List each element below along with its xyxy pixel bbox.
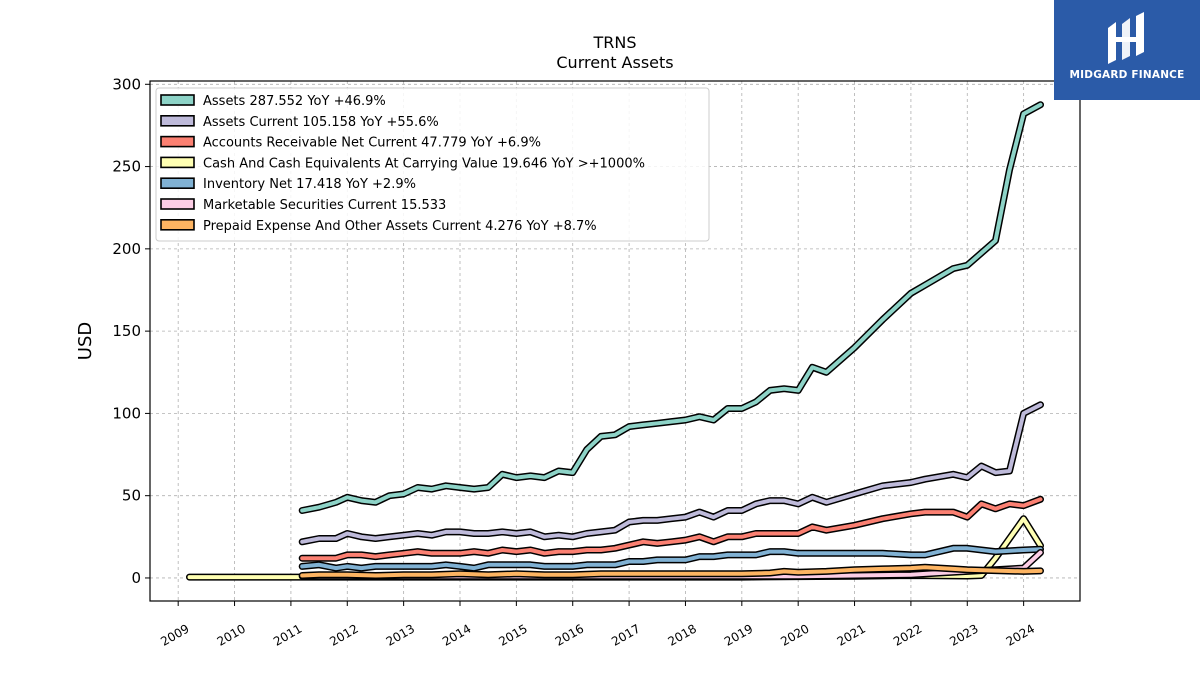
series-line-outline [298, 401, 1044, 546]
legend-entry: Marketable Securities Current 15.533 [203, 198, 446, 213]
x-tick-label: 2019 [722, 621, 755, 648]
legend-swatch [160, 177, 195, 189]
x-tick-label: 2021 [835, 621, 868, 648]
legend-swatch [160, 135, 195, 148]
legend-swatch [160, 115, 195, 127]
x-tick-label: 2023 [947, 621, 980, 648]
x-tick-label: 2009 [158, 621, 191, 648]
x-tick-label: 2012 [327, 621, 360, 648]
legend-entry: Cash And Cash Equivalents At Carrying Va… [203, 156, 645, 171]
legend-entry: Assets Current 105.158 YoY +55.6% [203, 115, 439, 130]
series-line-fill [300, 402, 1043, 544]
legend-entry: Accounts Receivable Net Current 47.779 Y… [203, 136, 541, 151]
series-line-outline [298, 495, 1044, 562]
y-tick-label: 200 [112, 240, 141, 258]
legend-entry: Prepaid Expense And Other Assets Current… [203, 219, 597, 234]
series-line [298, 563, 1044, 579]
legend-swatch [160, 94, 195, 106]
series-line-fill [300, 546, 1043, 571]
legend: Assets 287.552 YoY +46.9% Assets Current … [155, 87, 710, 242]
x-tick-label: 2018 [666, 621, 699, 648]
y-tick-label: 150 [112, 322, 141, 340]
y-tick-label: 50 [122, 487, 141, 505]
x-tick-label: 2013 [384, 621, 417, 648]
x-tick-label: 2016 [553, 621, 586, 648]
series-line [298, 495, 1044, 562]
legend-swatch [160, 198, 195, 210]
x-tick-label: 2020 [778, 621, 811, 648]
y-tick-label: 100 [112, 404, 141, 422]
plot-frame [149, 80, 1081, 602]
x-tick-label: 2011 [271, 621, 304, 648]
x-tick-label: 2024 [1004, 621, 1037, 648]
legend-swatch [160, 219, 195, 231]
x-tick-label: 2022 [891, 621, 924, 648]
x-tick-label: 2014 [440, 621, 473, 648]
chart-title: TRNS [592, 33, 636, 52]
legend-entry: Inventory Net 17.418 YoY +2.9% [203, 177, 416, 192]
y-axis: 0 50 100 150 200 250 300 [112, 75, 150, 587]
x-tick-label: 2010 [215, 621, 248, 648]
x-tick-label: 2015 [496, 621, 529, 648]
series-line [298, 401, 1044, 546]
series-line [298, 101, 1044, 514]
brand-name: MIDGARD FINANCE [1069, 69, 1185, 81]
series-line [298, 544, 1044, 572]
series-layer [186, 101, 1044, 581]
legend-entry: Assets 287.552 YoY +46.9% [203, 94, 386, 109]
logo-mark-icon [1108, 12, 1144, 64]
x-tick-label: 2017 [609, 621, 642, 648]
y-axis-label: USD [75, 322, 96, 360]
legend-swatch [160, 156, 195, 169]
x-axis: 2009 2010 2011 2012 2013 2014 2015 2016 2017 2018… [158, 601, 1037, 649]
series-line-fill [300, 497, 1043, 561]
y-tick-label: 250 [112, 158, 141, 176]
series-line-fill [300, 565, 1043, 578]
y-tick-label: 0 [131, 569, 141, 587]
chart-subtitle: Current Assets [556, 53, 673, 72]
y-tick-label: 300 [112, 75, 141, 93]
legend-box [155, 87, 710, 242]
brand-logo: MIDGARD FINANCE [1054, 0, 1200, 100]
series-line-fill [300, 102, 1043, 513]
